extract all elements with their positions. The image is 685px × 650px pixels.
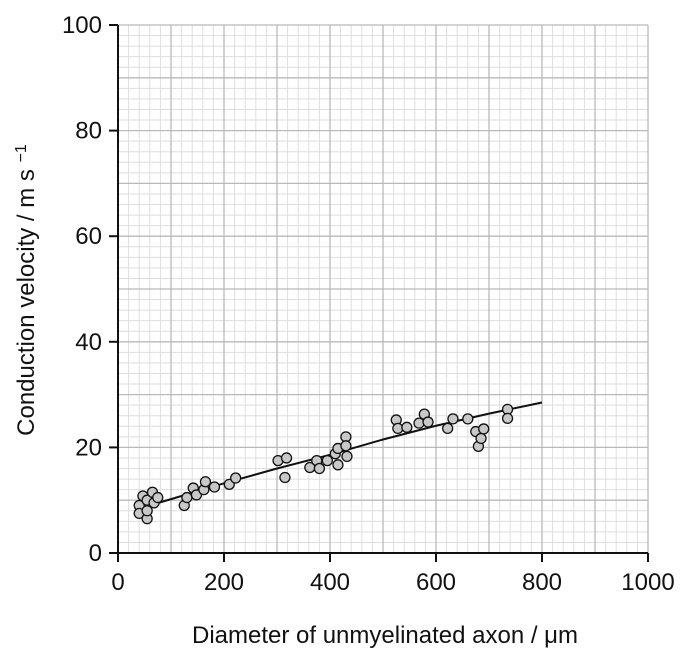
data-point <box>401 421 413 433</box>
x-tick-label: 600 <box>416 569 456 596</box>
data-point <box>230 472 242 484</box>
y-tick-label: 80 <box>75 118 102 145</box>
y-axis-title: Conduction velocity / m s −1 <box>13 144 40 436</box>
x-tick-label: 1000 <box>621 569 674 596</box>
tick-labels: 0 200 400 600 800 1000 0 20 40 60 80 100 <box>62 12 675 596</box>
x-tick-label: 400 <box>310 569 350 596</box>
y-tick-label: 60 <box>75 223 102 250</box>
data-point <box>462 413 474 425</box>
data-point <box>181 491 193 504</box>
y-axis-title-superscript: −1 <box>13 144 30 162</box>
data-point <box>321 454 334 467</box>
y-tick-label: 40 <box>75 329 102 356</box>
data-point <box>501 412 514 425</box>
data-point <box>447 413 459 425</box>
data-point <box>279 471 291 484</box>
data-point <box>341 450 353 463</box>
data-point <box>199 476 212 488</box>
x-tick-label: 200 <box>204 569 244 596</box>
y-axis-title-main: Conduction velocity / m s <box>13 169 40 436</box>
y-tick-label: 0 <box>89 540 102 567</box>
data-point <box>280 452 293 464</box>
data-point <box>208 481 221 493</box>
data-points <box>133 403 514 525</box>
axes <box>117 25 648 554</box>
data-point <box>340 440 352 452</box>
grid-major-lines <box>117 24 649 554</box>
x-tick-label: 800 <box>522 569 562 596</box>
data-point <box>190 489 203 501</box>
x-axis-title: Diameter of unmyelinated axon / μm <box>192 622 578 649</box>
y-tick-label: 100 <box>62 12 102 39</box>
data-point <box>478 423 490 435</box>
data-point <box>313 462 326 475</box>
data-point <box>152 491 164 504</box>
x-tick-label: 0 <box>111 569 124 596</box>
axis-ticks <box>109 24 649 562</box>
y-tick-label: 20 <box>75 434 102 461</box>
data-point <box>442 422 454 435</box>
data-point <box>475 432 487 445</box>
data-point <box>332 459 344 471</box>
data-point <box>422 416 434 428</box>
